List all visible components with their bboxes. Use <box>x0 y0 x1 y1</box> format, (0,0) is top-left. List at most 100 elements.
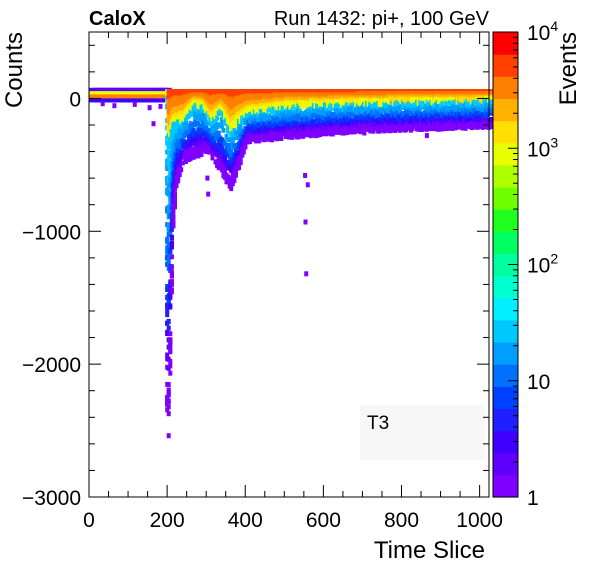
heatmap-cell <box>168 294 173 300</box>
heatmap-cell <box>166 404 171 410</box>
heatmap-cell <box>169 264 174 270</box>
heatmap-cell <box>307 116 312 122</box>
heatmap-cell <box>166 299 171 305</box>
heatmap-cell <box>237 165 241 170</box>
heatmap-cell <box>165 140 170 146</box>
heatmap-cell <box>326 113 331 119</box>
heatmap-cell <box>168 303 173 309</box>
heatmap-cell <box>238 160 243 166</box>
heatmap-cell <box>165 165 170 171</box>
heatmap-cell <box>173 194 177 200</box>
heatmap-cell <box>191 128 196 134</box>
heatmap-cell <box>296 133 301 139</box>
heatmap-cell <box>199 123 204 129</box>
heatmap-cells <box>89 87 493 439</box>
heatmap-cell <box>191 135 196 141</box>
heatmap-cell <box>360 114 365 120</box>
heatmap-cell <box>168 178 173 184</box>
heatmap-cell <box>132 101 137 107</box>
heatmap-cell <box>238 127 243 133</box>
heatmap-cell <box>171 223 176 229</box>
header-left-title: CaloX <box>89 8 146 30</box>
heatmap-cell <box>219 148 224 153</box>
heatmap-cell <box>179 167 184 173</box>
heatmap-cell <box>216 165 221 171</box>
heatmap-cell <box>194 133 199 139</box>
heatmap-cell <box>166 156 171 162</box>
heatmap-cell <box>165 308 170 314</box>
heatmap-cell <box>166 411 171 417</box>
heatmap-cell <box>196 121 201 127</box>
heatmap-cell <box>226 137 231 143</box>
heatmap-cell <box>223 155 227 161</box>
heatmap-cell <box>165 249 170 254</box>
heatmap-cell <box>166 242 171 248</box>
heatmap-cell <box>202 116 207 122</box>
heatmap-cell <box>204 126 209 132</box>
heatmap-cell <box>166 189 171 195</box>
heatmap-cell <box>285 119 290 125</box>
heatmap-cell <box>243 144 248 150</box>
heatmap-cell <box>183 117 188 123</box>
heatmap-cell <box>232 156 237 162</box>
heatmap-cell <box>173 186 177 192</box>
heatmap-cell <box>169 235 174 240</box>
heatmap-cell <box>193 138 198 144</box>
heatmap-cell <box>171 209 176 215</box>
heatmap-cell <box>255 112 260 118</box>
heatmap-cell <box>165 312 170 318</box>
heatmap-cell <box>166 433 171 439</box>
header-right-title: Run 1432: pi+, 100 GeV <box>274 8 490 30</box>
heatmap-cell <box>388 106 393 112</box>
heatmap-cell <box>190 111 195 117</box>
heatmap-cell <box>398 108 402 114</box>
heatmap-cell <box>207 140 212 146</box>
heatmap-cell <box>168 359 173 364</box>
heatmap-cell <box>168 331 173 337</box>
heatmap-cell <box>165 401 170 407</box>
heatmap-cell <box>168 209 173 215</box>
heatmap-cell <box>213 133 218 139</box>
heatmap-cell <box>230 139 235 145</box>
heatmap-cell <box>352 105 357 111</box>
heatmap-cell <box>221 127 226 133</box>
heatmap-cell <box>371 128 376 134</box>
heatmap-cell <box>213 119 218 125</box>
heatmap-cell <box>207 127 212 133</box>
heatmap-cell <box>169 289 174 295</box>
heatmap-cell <box>176 169 181 174</box>
heatmap-cell <box>313 112 318 118</box>
heatmap-cell <box>240 119 245 125</box>
heatmap-cell <box>382 105 387 111</box>
heatmap-cell <box>176 178 181 184</box>
heatmap-cell <box>213 127 218 133</box>
heatmap-cell <box>169 279 174 285</box>
heatmap-cell <box>332 119 337 125</box>
heatmap-cell <box>251 115 256 121</box>
heatmap-cell <box>279 135 284 141</box>
heatmap-cell <box>169 282 174 287</box>
heatmap-cell <box>179 154 184 160</box>
heatmap-cell <box>368 128 373 134</box>
heatmap-cell <box>151 121 156 127</box>
heatmap-cell <box>165 331 170 337</box>
heatmap-cell <box>296 124 301 130</box>
heatmap-cell <box>168 292 173 298</box>
heatmap-cell <box>229 186 234 192</box>
heatmap-cell <box>363 126 368 131</box>
heatmap-cell <box>210 152 215 158</box>
heatmap-cell <box>330 106 335 111</box>
heatmap-cell <box>199 117 204 123</box>
heatmap-cell <box>188 154 193 160</box>
heatmap-cell <box>237 144 241 149</box>
heatmap-cell <box>257 122 262 128</box>
heatmap-cell <box>166 325 171 331</box>
heatmap-cell <box>233 149 238 154</box>
heatmap-cell <box>173 199 177 205</box>
heatmap-cell <box>165 245 170 251</box>
heatmap-cell <box>219 123 224 129</box>
heatmap-cell <box>341 130 346 136</box>
heatmap-cell <box>179 132 184 138</box>
heatmap-cell <box>168 247 173 253</box>
heatmap-cell <box>205 130 210 136</box>
